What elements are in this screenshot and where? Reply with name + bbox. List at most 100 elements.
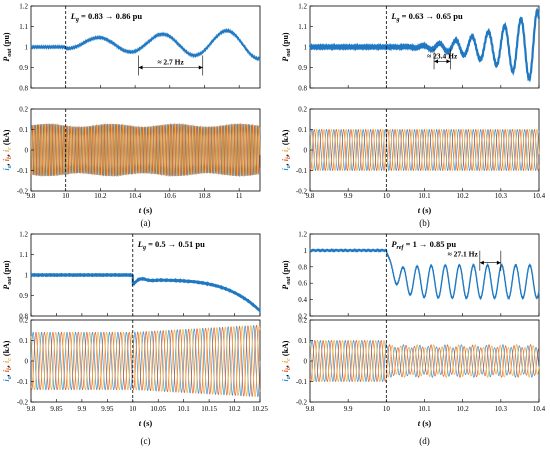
x-tick-label: 10.4 <box>533 192 546 200</box>
phase-current-c <box>309 129 540 171</box>
phase-current-c <box>30 324 261 397</box>
y-tick-label: 0.2 <box>298 106 307 114</box>
y-tick-label: 0.1 <box>298 126 307 134</box>
x-tick-label: 10.3 <box>495 192 508 200</box>
y-tick-label: -0.2 <box>296 188 308 196</box>
x-tick-label: 9.95 <box>101 405 114 413</box>
x-tick-label: 11 <box>236 192 243 200</box>
y-tick-label: 0.8 <box>298 85 307 93</box>
x-axis-label: t (s) <box>139 418 153 428</box>
y-tick-label: 0.1 <box>19 126 28 134</box>
y-tick-label: 0 <box>304 358 308 366</box>
y-tick-label: 0.8 <box>19 85 28 93</box>
power-series-line <box>30 272 261 313</box>
y-tick-label: 0 <box>304 147 308 155</box>
y-tick-label: 0 <box>25 147 29 155</box>
freq-marker-arrows <box>434 59 451 64</box>
y-tick-label: 1.2 <box>298 231 307 239</box>
y-axis-label: Pout (pu) <box>281 32 292 61</box>
x-axis-label: t (s) <box>418 205 432 215</box>
y-tick-label: 0.4 <box>298 296 307 304</box>
x-tick-label: 10.05 <box>150 405 166 413</box>
y-axis-label: Pout (pu) <box>2 260 13 289</box>
panel-4: 0.2 0.4 0.6 0.8 1 1.2 Pout (pu) Pref = 1 → 0.85… <box>281 231 546 447</box>
y-tick-label: 0.2 <box>298 317 307 325</box>
power-series-line <box>308 7 541 83</box>
freq-label: ≈ 23.4 Hz <box>427 51 458 60</box>
y-tick-label: 0.2 <box>19 317 28 325</box>
y-tick-label: 0.2 <box>19 106 28 114</box>
y-tick-label: 0.9 <box>19 64 28 72</box>
phase-current-a <box>30 325 261 398</box>
y-tick-label: 0.8 <box>298 263 307 271</box>
x-tick-label: 10 <box>129 405 137 413</box>
x-tick-label: 10 <box>383 192 391 200</box>
y-tick-label: -0.2 <box>296 399 308 407</box>
x-tick-label: 10.6 <box>164 192 177 200</box>
x-tick-label: 10.4 <box>533 405 546 413</box>
phase-current-c <box>309 340 540 382</box>
x-axis-label: t (s) <box>418 418 432 428</box>
y-axis-label: ia, ib, ic (kA) <box>281 340 292 381</box>
event-annotation: Pref = 1 → 0.85 pu <box>391 239 456 251</box>
power-series-line <box>309 248 540 301</box>
y-tick-label: -0.1 <box>296 378 308 386</box>
x-tick-label: 10.2 <box>457 192 470 200</box>
y-tick-label: 0.1 <box>19 337 28 345</box>
x-tick-label: 9.8 <box>27 405 36 413</box>
x-tick-label: 9.9 <box>344 192 353 200</box>
x-tick-label: 10.2 <box>94 192 107 200</box>
y-tick-label: 1.1 <box>19 23 28 31</box>
panel-label: (c) <box>141 436 151 446</box>
y-tick-label: 1 <box>304 44 308 52</box>
panel-2: 0.8 0.9 1 1.1 1.2 Pout (pu) Lg = 0.63 → 0.65 p… <box>281 3 546 229</box>
x-tick-label: 10.3 <box>495 405 508 413</box>
x-tick-label: 10.15 <box>201 405 217 413</box>
y-axis-label: Pout (pu) <box>2 32 13 61</box>
x-axis-label: t (s) <box>139 205 153 215</box>
x-tick-label: 10.2 <box>457 405 470 413</box>
y-tick-label: -0.1 <box>17 167 29 175</box>
x-tick-label: 10.2 <box>228 405 241 413</box>
x-tick-label: 9.85 <box>50 405 63 413</box>
y-tick-label: 0.1 <box>298 337 307 345</box>
phase-current-b <box>309 340 540 382</box>
panel-1: 0.8 0.9 1 1.1 1.2 Pout (pu) Lg = 0.83 → 0.86 p… <box>2 3 261 228</box>
freq-label: ≈ 27.1 Hz <box>448 250 479 259</box>
y-tick-label: 1.1 <box>298 23 307 31</box>
y-tick-label: -0.2 <box>17 188 29 196</box>
x-tick-label: 9.8 <box>306 192 315 200</box>
y-tick-label: 0 <box>25 358 29 366</box>
y-tick-label: 0.6 <box>298 280 307 288</box>
phase-current-c <box>30 122 261 178</box>
x-tick-label: 10 <box>383 405 391 413</box>
event-annotation: Lg = 0.63 → 0.65 pu <box>390 11 463 23</box>
y-axis-label: ia, ib, ic (kA) <box>2 129 13 170</box>
y-tick-label: 1 <box>25 272 29 280</box>
y-tick-label: 0.9 <box>298 64 307 72</box>
y-axis-label: Pout (pu) <box>281 260 292 289</box>
freq-label: ≈ 2.7 Hz <box>157 58 184 67</box>
event-annotation: Lg = 0.83 → 0.86 pu <box>70 11 143 23</box>
power-series-line <box>30 27 261 62</box>
x-tick-label: 9.9 <box>344 405 353 413</box>
x-tick-label: 10.25 <box>252 405 268 413</box>
x-tick-label: 9.9 <box>78 405 87 413</box>
x-tick-label: 10.1 <box>418 405 431 413</box>
panel-3: 0.8 0.9 1 1.1 1.2 Pout (pu) Lg = 0.5 → 0.51 pu… <box>2 231 268 447</box>
y-tick-label: 1.1 <box>19 251 28 259</box>
event-annotation: Lg = 0.5 → 0.51 pu <box>137 239 205 251</box>
panel-label: (d) <box>419 436 430 446</box>
y-tick-label: 1.2 <box>298 3 307 11</box>
y-tick-label: 1.2 <box>19 3 28 11</box>
x-tick-label: 9.8 <box>306 405 315 413</box>
y-tick-label: -0.1 <box>17 378 29 386</box>
y-tick-label: -0.2 <box>17 399 29 407</box>
y-tick-label: 0.9 <box>19 292 28 300</box>
y-tick-label: 1 <box>25 44 29 52</box>
y-axis-label: ia, ib, ic (kA) <box>2 340 13 381</box>
phase-current-b <box>30 324 261 397</box>
y-tick-label: 0.2 <box>298 313 307 321</box>
panel-label: (b) <box>419 218 430 228</box>
